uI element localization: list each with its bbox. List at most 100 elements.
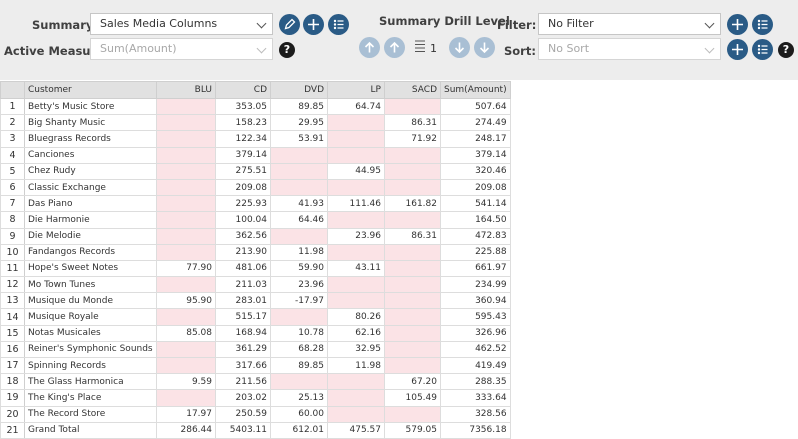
drill-down-button[interactable] — [449, 37, 470, 58]
cell-sum-amount: 541.14 — [440, 195, 511, 213]
drill-level-value: 1 — [430, 42, 437, 55]
sort-list-button[interactable] — [752, 39, 773, 60]
cell-sacd — [384, 340, 441, 359]
table-row[interactable]: 19 The King's Place 203.02 25.13 105.49 333.6… — [0, 389, 511, 407]
edit-summary-button[interactable] — [279, 14, 300, 35]
header-dvd[interactable]: DVD — [270, 81, 328, 99]
add-summary-button[interactable] — [303, 14, 324, 35]
header-customer[interactable]: Customer — [24, 81, 157, 99]
drill-up-button[interactable] — [384, 37, 405, 58]
table-row[interactable]: 11 Hope's Sweet Notes 77.90 481.06 59.90 43.1… — [0, 259, 511, 278]
cell-customer: The King's Place — [24, 389, 157, 407]
cell-lp — [327, 114, 385, 132]
cell-lp: 62.16 — [327, 324, 385, 342]
table-row[interactable]: 18 The Glass Harmonica 9.59 211.56 67.20 288.… — [0, 373, 511, 391]
cell-blu — [156, 276, 216, 294]
table-row[interactable]: 10 Fandangos Records 213.90 11.98 225.88 — [0, 243, 511, 261]
cell-customer: Classic Exchange — [24, 178, 157, 197]
cell-blu — [156, 227, 216, 245]
table-row[interactable]: 12 Mo Town Tunes 211.03 23.96 234.99 — [0, 276, 511, 294]
cell-cd: 225.93 — [215, 195, 271, 213]
table-row[interactable]: 3 Bluegrass Records 122.34 53.91 71.92 248.17 — [0, 130, 511, 148]
cell-blu — [156, 130, 216, 148]
cell-sum-amount: 507.64 — [440, 97, 511, 116]
cell-row-number: 9 — [0, 227, 25, 245]
cell-customer: Chez Rudy — [24, 162, 157, 180]
table-row[interactable]: 2 Big Shanty Music 158.23 29.95 86.31 274.49 — [0, 114, 511, 132]
table-row[interactable]: 16 Reiner's Symphonic Sounds 361.29 68.28 32… — [0, 340, 511, 359]
cell-sacd — [384, 276, 441, 294]
cell-dvd — [270, 162, 328, 180]
active-measure-value: Sum(Amount) — [100, 42, 177, 55]
cell-lp: 43.11 — [327, 259, 385, 278]
summary-label: Summary: — [32, 18, 98, 32]
table-row[interactable]: 13 Musique du Monde 95.90 283.01 -17.97 360.9… — [0, 292, 511, 310]
cell-dvd: 10.78 — [270, 324, 328, 342]
cell-sacd — [384, 178, 441, 197]
cell-lp: 80.26 — [327, 308, 385, 326]
cell-sacd — [384, 308, 441, 326]
cell-lp: 23.96 — [327, 227, 385, 245]
cell-blu — [156, 340, 216, 359]
cell-cd: 283.01 — [215, 292, 271, 310]
filter-list-button[interactable] — [752, 14, 773, 35]
cell-sum-amount: 274.49 — [440, 114, 511, 132]
add-filter-button[interactable] — [727, 14, 748, 35]
active-measure-help-button[interactable]: ? — [279, 42, 295, 58]
cell-dvd: 25.13 — [270, 389, 328, 407]
plus-icon — [732, 44, 743, 55]
table-row[interactable]: 4 Canciones 379.14 379.14 — [0, 146, 511, 164]
filter-select-value: No Filter — [548, 17, 594, 30]
sort-select[interactable]: No Sort — [538, 38, 721, 60]
table-row[interactable]: 20 The Record Store 17.97 250.59 60.00 328.56 — [0, 405, 511, 423]
cell-sacd — [384, 292, 441, 310]
table-row[interactable]: 7 Das Piano 225.93 41.93 111.46 161.82 541.14 — [0, 195, 511, 213]
cell-row-number: 17 — [0, 356, 25, 375]
header-blu[interactable]: BLU — [156, 81, 216, 99]
summary-table: Customer BLU CD DVD LP SACD Sum(Amount) … — [0, 81, 511, 439]
active-measure-label: Active Measure: — [4, 44, 109, 58]
toolbar: Summary: Sales Media Columns Summary Dri… — [0, 0, 798, 80]
cell-row-number: 7 — [0, 195, 25, 213]
header-cd[interactable]: CD — [215, 81, 271, 99]
arrow-up-icon — [389, 41, 400, 53]
drill-down-last-button[interactable] — [474, 37, 495, 58]
grand-total-row[interactable]: 21 Grand Total 286.44 5403.11 612.01 475.57 57… — [0, 421, 511, 439]
cell-cd: 203.02 — [215, 389, 271, 407]
active-measure-select[interactable]: Sum(Amount) — [90, 38, 273, 60]
cell-sum-amount: 320.46 — [440, 162, 511, 180]
cell-cd: 211.56 — [215, 373, 271, 391]
header-sum-amount[interactable]: Sum(Amount) — [440, 81, 511, 99]
cell-cd: 5403.11 — [215, 421, 271, 439]
cell-blu — [156, 308, 216, 326]
drill-up-first-button[interactable] — [359, 37, 380, 58]
table-row[interactable]: 1 Betty's Music Store 353.05 89.85 64.74 507.… — [0, 97, 511, 116]
filter-label: Filter: — [497, 18, 537, 32]
header-lp[interactable]: LP — [327, 81, 385, 99]
summary-list-button[interactable] — [328, 14, 349, 35]
cell-sacd — [384, 146, 441, 164]
cell-lp — [327, 146, 385, 164]
sort-help-button[interactable]: ? — [778, 42, 794, 58]
cell-row-number: 21 — [0, 421, 25, 439]
cell-dvd: 612.01 — [270, 421, 328, 439]
table-row[interactable]: 15 Notas Musicales 85.08 168.94 10.78 62.16 32… — [0, 324, 511, 342]
cell-row-number: 2 — [0, 114, 25, 132]
table-row[interactable]: 17 Spinning Records 317.66 89.85 11.98 419.49 — [0, 356, 511, 375]
summary-select[interactable]: Sales Media Columns — [90, 13, 273, 35]
add-sort-button[interactable] — [727, 39, 748, 60]
chevron-down-icon — [256, 43, 267, 54]
table-row[interactable]: 14 Musique Royale 515.17 80.26 595.43 — [0, 308, 511, 326]
cell-cd: 317.66 — [215, 356, 271, 375]
table-row[interactable]: 6 Classic Exchange 209.08 209.08 — [0, 178, 511, 197]
header-sacd[interactable]: SACD — [384, 81, 441, 99]
table-header-row: Customer BLU CD DVD LP SACD Sum(Amount) — [0, 81, 511, 99]
arrow-down-icon — [454, 42, 465, 54]
table-row[interactable]: 8 Die Harmonie 100.04 64.46 164.50 — [0, 211, 511, 229]
cell-customer: The Glass Harmonica — [24, 373, 157, 391]
table-row[interactable]: 5 Chez Rudy 275.51 44.95 320.46 — [0, 162, 511, 180]
table-row[interactable]: 9 Die Melodie 362.56 23.96 86.31 472.83 — [0, 227, 511, 245]
cell-sum-amount: 209.08 — [440, 178, 511, 197]
cell-blu — [156, 114, 216, 132]
filter-select[interactable]: No Filter — [538, 13, 721, 35]
